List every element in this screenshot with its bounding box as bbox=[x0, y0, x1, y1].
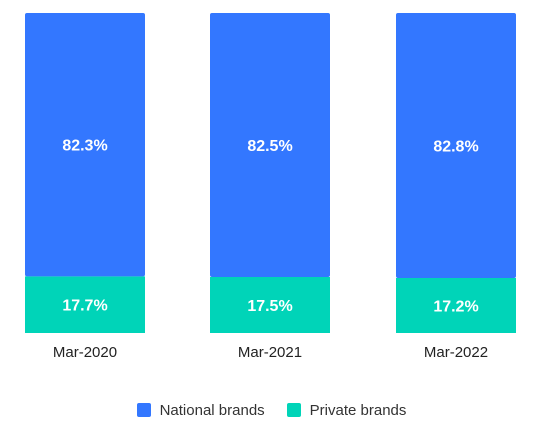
x-tick-label-0: Mar-2020 bbox=[53, 344, 117, 361]
bar-segment-national-0 bbox=[25, 13, 145, 277]
legend-swatch-private bbox=[286, 403, 301, 417]
data-label-private-0: 17.7% bbox=[62, 298, 107, 315]
bar-segment-national-1 bbox=[210, 13, 330, 277]
bar-segment-private-1 bbox=[210, 277, 330, 333]
legend-item-private: Private brands bbox=[286, 401, 407, 419]
data-label-private-2: 17.2% bbox=[433, 298, 478, 315]
data-label-national-0: 82.3% bbox=[62, 138, 107, 155]
legend-label-national: National brands bbox=[159, 401, 265, 419]
data-label-national-2: 82.8% bbox=[433, 138, 478, 155]
bar-segment-private-2 bbox=[396, 277, 516, 333]
bar-segment-national-2 bbox=[396, 13, 516, 278]
legend-swatch-national bbox=[136, 403, 151, 417]
data-label-private-1: 17.5% bbox=[247, 298, 292, 315]
legend: National brands Private brands bbox=[0, 398, 543, 422]
bar-segment-private-0 bbox=[25, 276, 145, 333]
x-tick-label-1: Mar-2021 bbox=[238, 344, 302, 361]
legend-label-private: Private brands bbox=[309, 401, 407, 419]
legend-item-national: National brands bbox=[136, 401, 265, 419]
x-tick-label-2: Mar-2022 bbox=[424, 344, 488, 361]
data-label-national-1: 82.5% bbox=[247, 138, 292, 155]
